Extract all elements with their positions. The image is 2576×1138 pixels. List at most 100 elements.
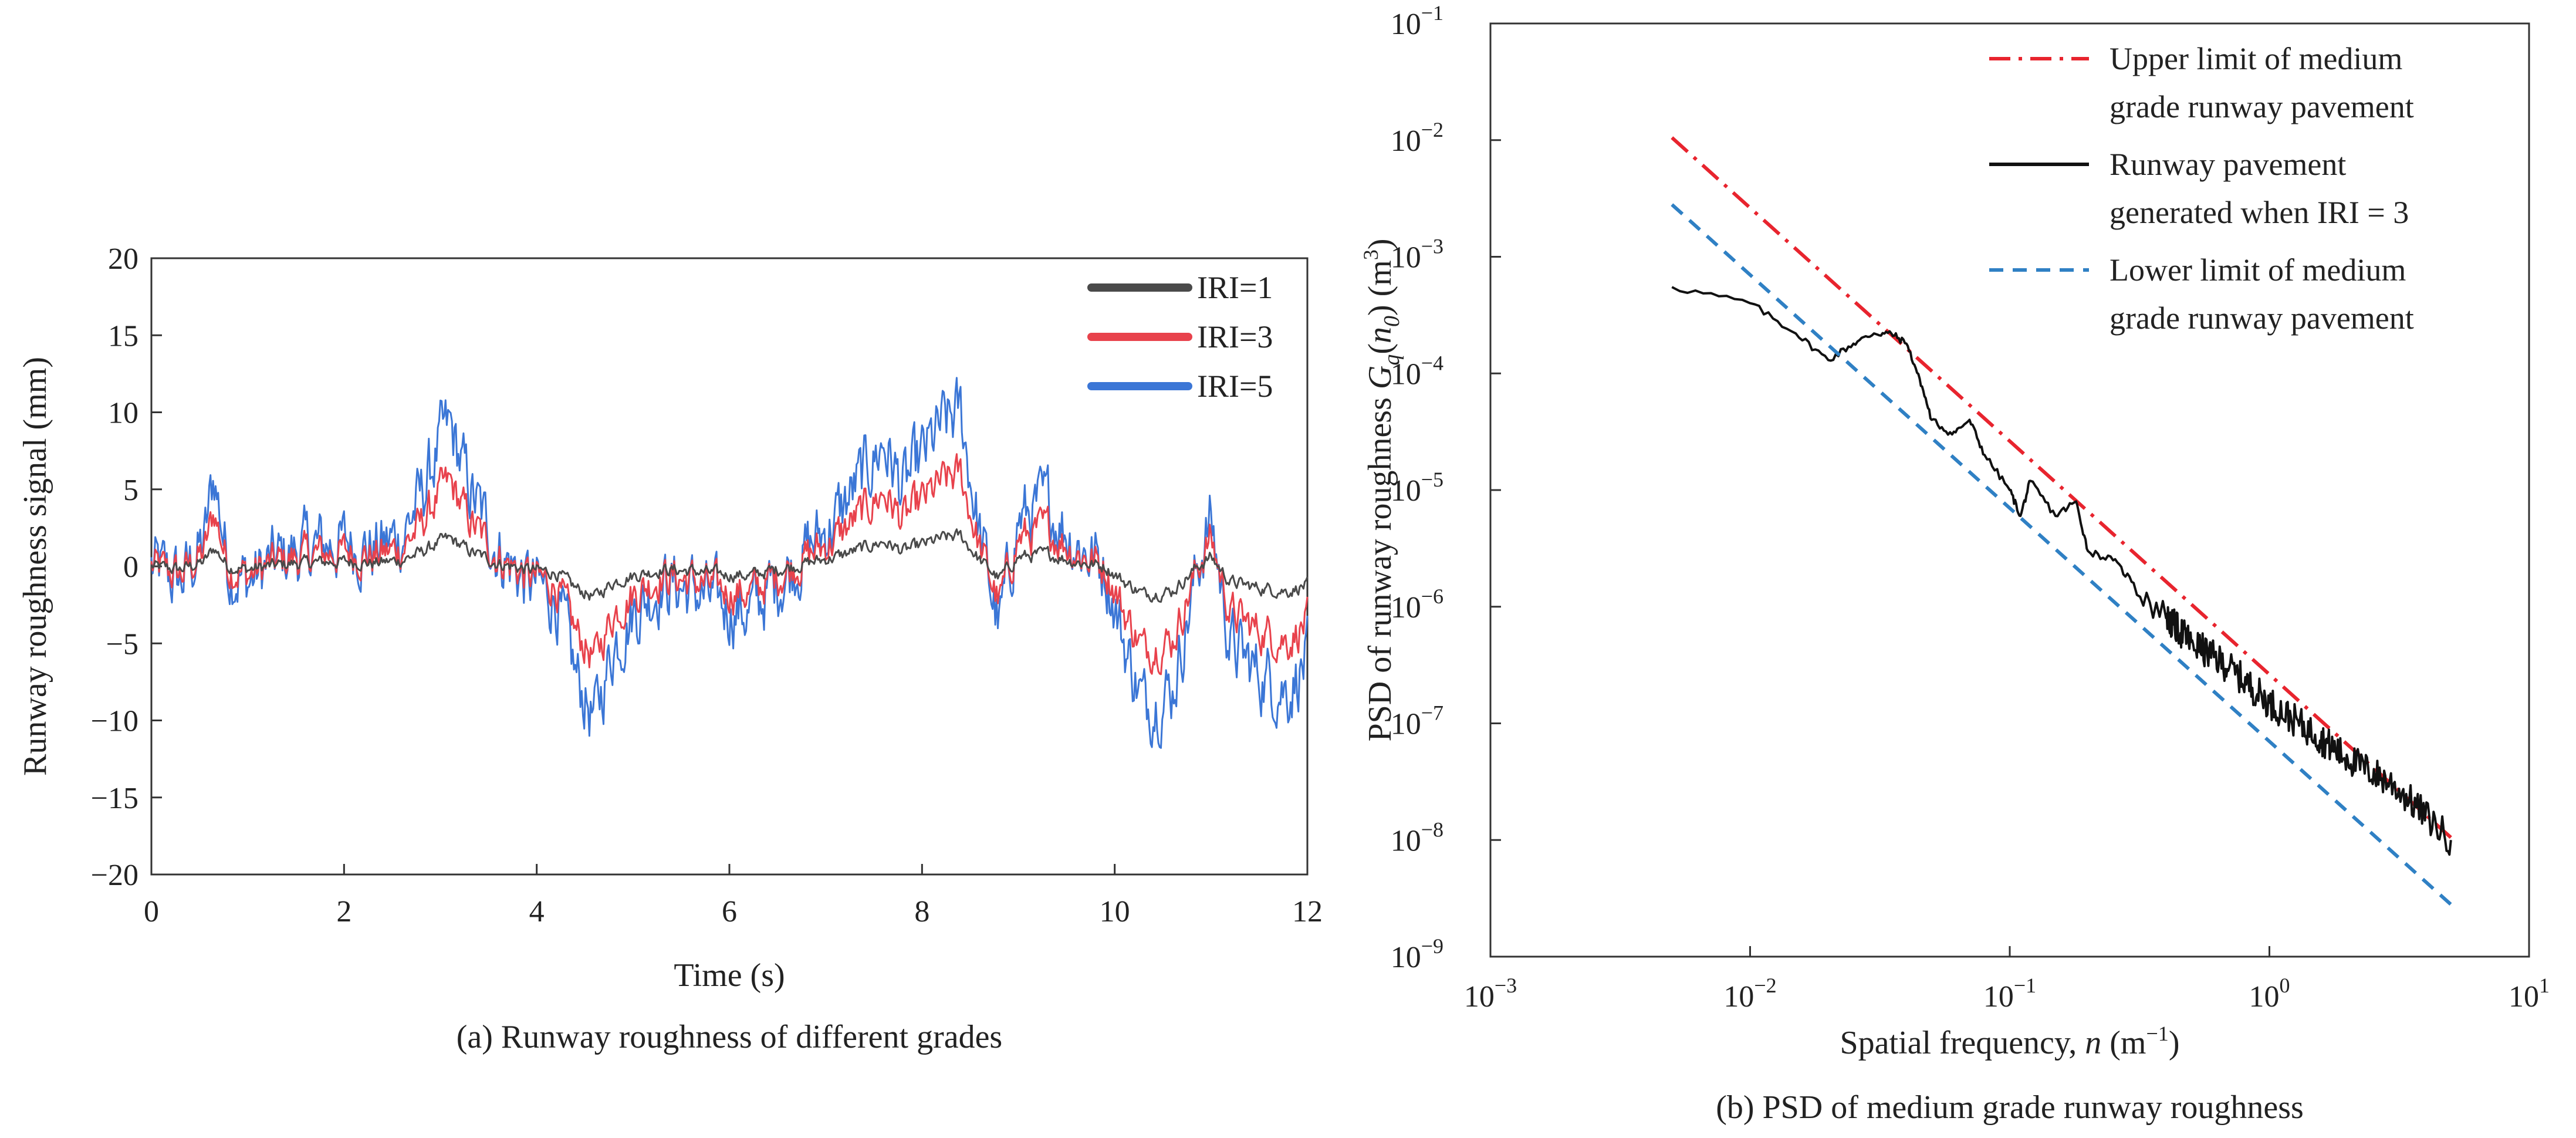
chart-b-ylabel-exp: 3 xyxy=(1359,249,1382,260)
chart-a-ytick-label: 5 xyxy=(123,474,138,507)
chart-a-series-group xyxy=(150,377,1309,749)
chart-b-xlabel-close: ) xyxy=(2169,1025,2180,1061)
chart-a-legend-label: IRI=1 xyxy=(1197,270,1273,305)
chart-a-ylabel: Runway roughness signal (mm) xyxy=(17,357,53,776)
chart-b-ylabel-close: ) xyxy=(1362,238,1398,249)
chart-b-ticks: 10−3 10−2 10−1 100 10110−910−810−710−610−510… xyxy=(1391,1,2550,1014)
chart-b-ytick-base: 10 xyxy=(1391,824,1421,857)
chart-b-ylabel-unit: ) (m xyxy=(1362,260,1398,316)
chart-b-xlabel-var: n xyxy=(2085,1025,2101,1061)
chart-b-ytick-label: 10−5 xyxy=(1391,468,1443,508)
chart-b-ytick-base: 10 xyxy=(1391,8,1421,41)
chart-b-legend-label: grade runway pavement xyxy=(2110,300,2414,336)
chart-b-legend-label: generated when IRI = 3 xyxy=(2110,195,2409,230)
chart-b-xtick-base: 10 xyxy=(2509,980,2539,1014)
chart-a-xtick-label: 12 xyxy=(1292,895,1323,928)
chart-b-ytick-base: 10 xyxy=(1391,357,1421,391)
chart-b-ytick-base: 10 xyxy=(1391,591,1421,624)
chart-b-ytick-label: 10−2 xyxy=(1391,118,1443,158)
chart-b-xtick-label: 10−2 xyxy=(1723,974,1776,1014)
chart-a-xlabel: Time (s) xyxy=(674,957,785,994)
chart-a-xtick-label: 10 xyxy=(1100,895,1130,928)
chart-b-ytick-exp: −4 xyxy=(1421,351,1443,374)
chart-a-ytick-label: 10 xyxy=(108,397,138,430)
chart-b-series-lower-limit xyxy=(1671,203,2452,906)
chart-a-xtick-label: 4 xyxy=(529,895,545,928)
chart-b-ytick-base: 10 xyxy=(1391,941,1421,974)
chart-a-xtick-label: 8 xyxy=(914,895,929,928)
chart-b-ytick-exp: −7 xyxy=(1421,701,1443,725)
chart-b-ytick-base: 10 xyxy=(1391,708,1421,741)
chart-b-ytick-label: 10−7 xyxy=(1391,701,1443,741)
chart-b-xtick-label: 101 xyxy=(2509,974,2550,1014)
chart-b-ytick-base: 10 xyxy=(1391,124,1421,158)
chart-b-xtick-exp: −3 xyxy=(1495,974,1517,997)
chart-b-legend-label: Lower limit of medium xyxy=(2110,252,2406,288)
chart-b-legend: Upper limit of medium grade runway paveme… xyxy=(1989,41,2414,336)
chart-b-ytick-exp: −2 xyxy=(1421,118,1443,141)
chart-a-series-line xyxy=(150,377,1309,749)
chart-b-ylabel-n: n xyxy=(1362,327,1398,343)
chart-b-ytick-exp: −5 xyxy=(1421,468,1443,491)
chart-a-ticks: 0 2 4 6 8 10 12 −20 −15 −10 −5 0 5 10 15 20 xyxy=(91,242,1323,928)
chart-a-ytick-label: 15 xyxy=(108,319,138,353)
chart-b-ytick-exp: −3 xyxy=(1421,235,1443,258)
chart-a-caption: (a) Runway roughness of different grades xyxy=(457,1019,1002,1055)
chart-b-series-group xyxy=(1671,136,2452,906)
chart-b-xlabel-unit: (m xyxy=(2101,1025,2146,1061)
chart-b-xtick-label: 100 xyxy=(2249,974,2290,1014)
chart-b-ytick-exp: −6 xyxy=(1421,585,1443,608)
chart-b-xlabel: Spatial frequency, n (m−1) xyxy=(1840,1022,2180,1061)
chart-a-ytick-label: −20 xyxy=(91,859,138,892)
chart-b-xtick-exp: 0 xyxy=(2280,974,2290,997)
chart-a-xtick-label: 6 xyxy=(722,895,737,928)
chart-b-ytick-label: 10−9 xyxy=(1391,934,1443,974)
chart-a-ytick-label: 0 xyxy=(123,551,138,584)
chart-b-series-upper-limit xyxy=(1671,136,2452,839)
chart-b-xtick-base: 10 xyxy=(1464,980,1495,1014)
chart-a-xtick-label: 0 xyxy=(144,895,159,928)
chart-b-ytick-exp: −9 xyxy=(1421,934,1443,958)
chart-b-ytick-label: 10−1 xyxy=(1391,1,1443,41)
chart-a-series-line xyxy=(150,528,1309,603)
chart-b-ylabel-text: PSD of runway roughness xyxy=(1362,389,1398,741)
chart-b-ylabel-paren: ( xyxy=(1362,343,1398,354)
chart-b-caption: (b) PSD of medium grade runway roughness xyxy=(1716,1089,2304,1126)
chart-b-ytick-exp: −1 xyxy=(1421,1,1443,25)
chart-b-ytick-base: 10 xyxy=(1391,241,1421,275)
chart-a-legend-label: IRI=5 xyxy=(1197,369,1273,404)
chart-b-ylabel-0: 0 xyxy=(1380,316,1404,327)
chart-b-xlabel-text: Spatial frequency, xyxy=(1840,1025,2085,1061)
chart-b-legend-label: grade runway pavement xyxy=(2110,89,2414,124)
chart-b-legend-label: Runway pavement xyxy=(2110,147,2346,182)
chart-a-ytick-label: −10 xyxy=(91,705,138,738)
chart-a-ytick-label: −5 xyxy=(106,627,138,661)
chart-b-ytick-exp: −8 xyxy=(1421,818,1443,841)
chart-b-xtick-label: 10−3 xyxy=(1464,974,1517,1014)
chart-b-ylabel: PSD of runway roughness Gq(n0) (m3) xyxy=(1359,238,1404,741)
chart-b-series-generated xyxy=(1671,286,2452,856)
chart-b-ytick-label: 10−6 xyxy=(1391,585,1443,624)
chart-a-legend: IRI=1 IRI=3 IRI=5 xyxy=(1087,270,1273,404)
chart-a-ytick-label: −15 xyxy=(91,782,138,815)
chart-b-ytick-base: 10 xyxy=(1391,474,1421,508)
chart-a-ytick-label: 20 xyxy=(108,242,138,276)
chart-b-xtick-label: 10−1 xyxy=(1983,974,2036,1014)
chart-b-ytick-label: 10−8 xyxy=(1391,818,1443,857)
chart-b-xtick-base: 10 xyxy=(1723,980,1754,1014)
chart-b-xtick-exp: −2 xyxy=(1754,974,1776,997)
chart-b-xlabel-exp: −1 xyxy=(2146,1022,2169,1045)
chart-b-xtick-exp: −1 xyxy=(2014,974,2036,997)
chart-a-series-line xyxy=(150,453,1309,676)
chart-a-legend-label: IRI=3 xyxy=(1197,319,1273,354)
chart-b-xtick-exp: 1 xyxy=(2539,974,2550,997)
chart-b-ylabel-g: G xyxy=(1362,366,1398,389)
chart-b: 10−3 10−2 10−1 100 10110−910−810−710−610−510… xyxy=(1359,1,2550,1126)
chart-b-xtick-base: 10 xyxy=(2249,980,2280,1014)
chart-a-xtick-label: 2 xyxy=(336,895,351,928)
chart-b-ylabel-q: q xyxy=(1380,354,1404,366)
chart-b-xtick-base: 10 xyxy=(1983,980,2014,1014)
